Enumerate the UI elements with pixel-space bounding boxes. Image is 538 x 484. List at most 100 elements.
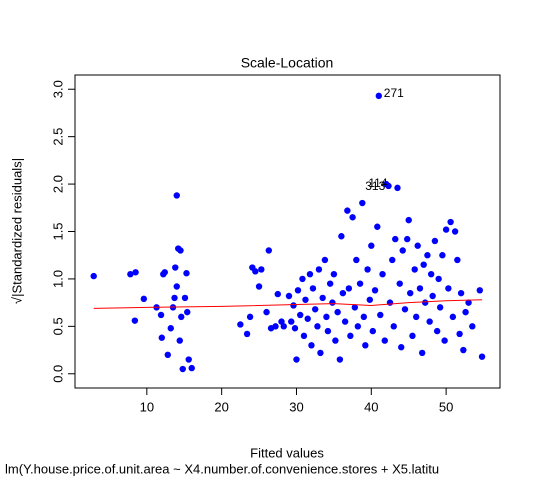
x-tick-label: 30 <box>289 399 303 414</box>
point <box>246 313 254 321</box>
point <box>454 256 461 264</box>
point <box>416 285 424 292</box>
point <box>184 308 191 316</box>
point <box>304 315 311 322</box>
x-tick-label: 10 <box>140 399 154 414</box>
point <box>317 349 324 357</box>
point <box>401 306 409 313</box>
point <box>431 237 439 245</box>
point <box>306 270 314 278</box>
point <box>465 299 472 306</box>
y-tick-label: 3.0 <box>50 80 65 98</box>
point <box>329 299 336 306</box>
point <box>308 342 315 349</box>
point <box>442 226 450 233</box>
point <box>297 311 304 319</box>
point <box>302 296 309 303</box>
point <box>288 318 295 325</box>
x-tick-label: 50 <box>439 399 453 414</box>
point <box>311 306 319 313</box>
y-tick-label: 1.0 <box>50 270 65 288</box>
point <box>371 287 379 294</box>
point <box>385 182 392 190</box>
point <box>172 264 179 271</box>
point <box>445 285 452 292</box>
point <box>462 308 469 316</box>
point <box>185 356 192 363</box>
point <box>252 268 259 275</box>
point <box>478 353 486 360</box>
point <box>386 299 394 306</box>
point <box>356 280 364 287</box>
point <box>439 252 446 259</box>
point <box>258 266 265 273</box>
point <box>255 283 263 290</box>
y-tick-label: 2.5 <box>50 128 65 146</box>
point <box>188 364 195 372</box>
smooth-line <box>93 299 483 309</box>
point <box>177 247 184 254</box>
point <box>161 269 168 276</box>
point <box>263 308 270 316</box>
point <box>390 323 397 330</box>
point <box>392 235 399 243</box>
point <box>157 311 165 319</box>
point <box>414 242 421 249</box>
point <box>265 247 272 254</box>
point <box>441 337 448 344</box>
chart-title: Scale-Location <box>241 55 334 71</box>
point <box>323 313 330 321</box>
plot-frame <box>74 74 501 389</box>
y-tick-label: 0.0 <box>50 365 65 383</box>
point <box>285 292 293 300</box>
subtitle: lm(Y.house.price.of.unit.area ~ X4.numbe… <box>5 461 439 476</box>
point <box>300 332 308 340</box>
point <box>339 289 347 297</box>
point <box>324 327 332 335</box>
point-label: 313 <box>365 179 385 193</box>
point <box>411 266 418 273</box>
point-label: 271 <box>384 86 404 100</box>
point <box>90 272 97 280</box>
point <box>347 332 354 340</box>
point <box>321 256 329 264</box>
point <box>272 323 279 330</box>
point <box>427 270 435 278</box>
point <box>405 216 412 224</box>
point <box>291 325 299 332</box>
point <box>127 270 134 278</box>
point <box>451 228 459 235</box>
point <box>368 242 375 249</box>
point <box>456 330 463 338</box>
point <box>349 214 356 221</box>
point <box>173 192 180 199</box>
point <box>374 223 381 230</box>
point <box>420 261 427 268</box>
point <box>389 256 396 264</box>
point <box>280 323 287 330</box>
point <box>379 270 386 278</box>
point-label: 114 <box>368 176 387 190</box>
point <box>435 275 442 283</box>
y-tick-label: 0.5 <box>50 317 65 335</box>
point <box>424 252 431 259</box>
point <box>171 294 178 302</box>
point <box>326 280 334 287</box>
point <box>158 334 165 341</box>
x-tick-label: 20 <box>214 399 228 414</box>
point <box>181 294 189 302</box>
point <box>412 313 420 321</box>
y-tick-label: 2.0 <box>50 175 65 193</box>
point <box>375 92 382 100</box>
point <box>364 266 371 273</box>
point <box>418 349 426 357</box>
point <box>360 313 368 321</box>
point <box>131 317 139 324</box>
point <box>336 356 344 363</box>
point <box>334 308 341 316</box>
point <box>381 337 388 344</box>
point <box>404 235 411 243</box>
point <box>140 295 148 303</box>
point <box>377 311 384 319</box>
point <box>421 299 429 306</box>
